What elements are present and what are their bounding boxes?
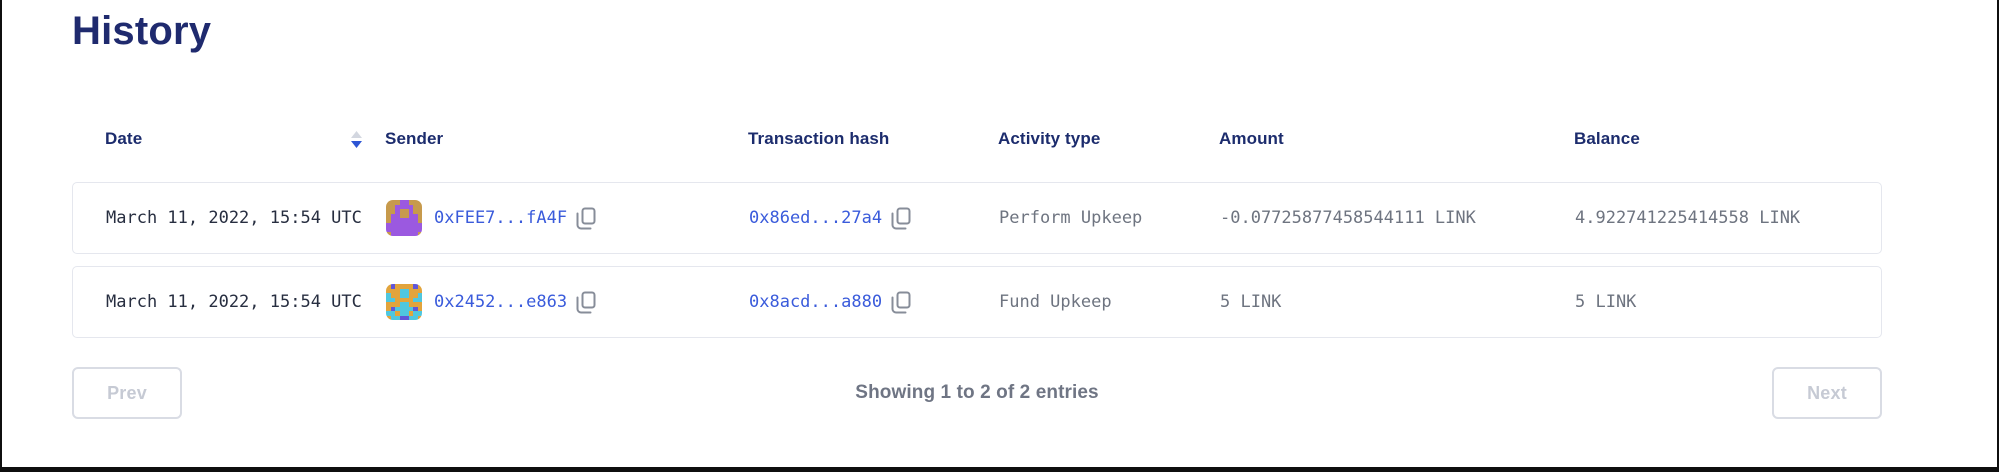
- cell-amount: -0.07725877458544111 LINK: [1220, 208, 1476, 228]
- column-header-activity-type: Activity type: [998, 129, 1101, 148]
- sender-address-link[interactable]: 0x2452...e863: [434, 292, 568, 312]
- pagination: Prev Showing 1 to 2 of 2 entries Next: [72, 367, 1882, 419]
- copy-transaction-hash-icon[interactable]: [891, 207, 911, 230]
- copy-sender-address-icon[interactable]: [576, 207, 596, 230]
- sender-avatar: [386, 200, 422, 236]
- cell-sender: 0xFEE7...fA4F: [386, 200, 749, 236]
- cell-transaction-hash: 0x86ed...27a4: [749, 207, 999, 230]
- cell-balance: 4.922741225414558 LINK: [1575, 208, 1801, 228]
- table-row: March 11, 2022, 15:54 UTC 0xFEE7...fA4F …: [72, 182, 1882, 254]
- page-title: History: [72, 9, 212, 53]
- cell-transaction-hash: 0x8acd...a880: [749, 291, 999, 314]
- cell-activity-type: Perform Upkeep: [999, 208, 1143, 228]
- cell-date: March 11, 2022, 15:54 UTC: [106, 292, 362, 312]
- cell-activity-type: Fund Upkeep: [999, 292, 1112, 312]
- column-header-date[interactable]: Date: [105, 129, 385, 150]
- table-header-row: Date Sender Transaction hash Activity ty…: [72, 128, 1882, 150]
- sender-address-link[interactable]: 0xFEE7...fA4F: [434, 208, 568, 228]
- column-header-transaction-hash: Transaction hash: [748, 129, 890, 148]
- prev-page-button[interactable]: Prev: [72, 367, 182, 419]
- sender-avatar: [386, 284, 422, 320]
- column-header-amount: Amount: [1219, 129, 1284, 148]
- column-header-balance: Balance: [1574, 129, 1640, 148]
- column-header-sender: Sender: [385, 129, 444, 148]
- cell-date: March 11, 2022, 15:54 UTC: [106, 208, 362, 228]
- cell-balance: 5 LINK: [1575, 292, 1637, 312]
- cell-sender: 0x2452...e863: [386, 284, 749, 320]
- transaction-hash-link[interactable]: 0x86ed...27a4: [749, 208, 883, 228]
- pagination-summary: Showing 1 to 2 of 2 entries: [855, 382, 1099, 403]
- history-section: History Date Sender Transaction hash Act…: [0, 8, 1999, 419]
- sort-desc-icon: [350, 129, 363, 150]
- cell-amount: 5 LINK: [1220, 292, 1282, 312]
- transaction-hash-link[interactable]: 0x8acd...a880: [749, 292, 883, 312]
- next-page-button[interactable]: Next: [1772, 367, 1882, 419]
- column-header-date-label: Date: [105, 129, 143, 148]
- copy-sender-address-icon[interactable]: [576, 291, 596, 314]
- copy-transaction-hash-icon[interactable]: [891, 291, 911, 314]
- table-row: March 11, 2022, 15:54 UTC 0x2452...e863 …: [72, 266, 1882, 338]
